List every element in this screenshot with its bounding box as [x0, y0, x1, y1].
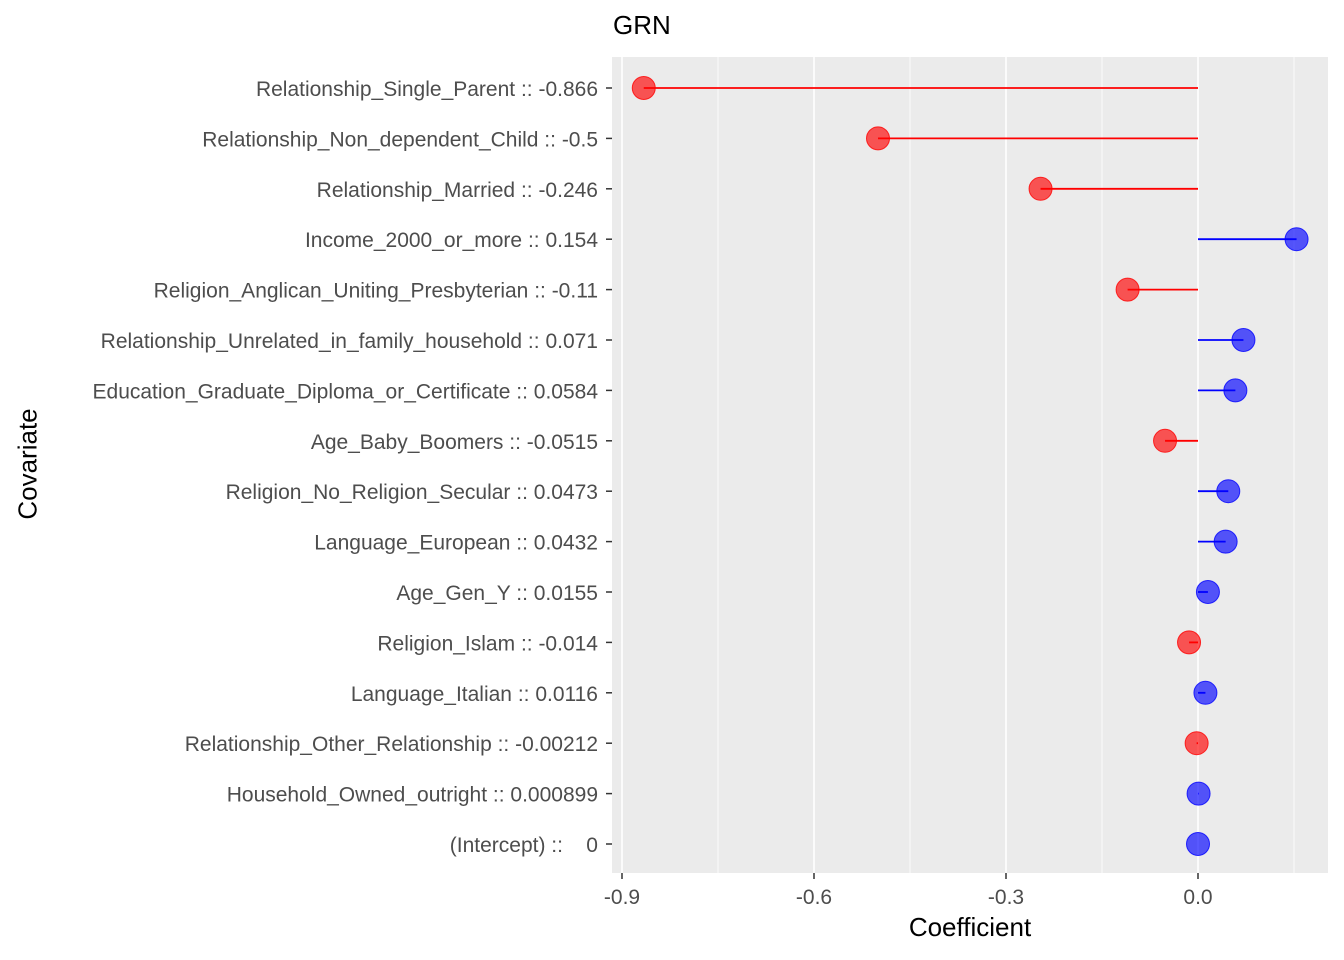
y-tick-label: Education_Graduate_Diploma_or_Certificat… [93, 380, 599, 403]
y-tick-label: Relationship_Other_Relationship :: -0.00… [185, 733, 598, 756]
y-tick-label: Relationship_Married :: -0.246 [317, 179, 598, 202]
y-tick-label: Relationship_Non_dependent_Child :: -0.5 [202, 128, 598, 151]
data-point [1115, 277, 1140, 302]
x-tick-label: -0.6 [796, 886, 832, 909]
x-tick-label: -0.9 [604, 886, 640, 909]
data-point [1195, 580, 1220, 604]
y-tick-label: Language_Italian :: 0.0116 [351, 683, 598, 706]
data-point [1184, 731, 1209, 756]
y-tick-label: Religion_No_Religion_Secular :: 0.0473 [226, 481, 598, 504]
y-tick-label: Religion_Anglican_Uniting_Presbyterian :… [154, 280, 598, 303]
y-tick-label: Income_2000_or_more :: 0.154 [305, 229, 598, 252]
data-point [1193, 680, 1218, 705]
data-point [1216, 479, 1241, 504]
data-point [866, 126, 890, 151]
y-tick-label: (Intercept) :: 0 [450, 834, 598, 857]
data-point [1213, 529, 1238, 554]
y-tick-label: Relationship_Single_Parent :: -0.866 [256, 78, 598, 101]
data-point [1028, 176, 1053, 201]
y-tick-label: Language_European :: 0.0432 [314, 532, 598, 555]
data-point [1186, 781, 1211, 806]
data-point [1186, 832, 1210, 856]
y-tick-label: Relationship_Unrelated_in_family_househo… [101, 330, 598, 353]
panel-background [612, 57, 1328, 873]
y-tick-label: Age_Baby_Boomers :: -0.0515 [311, 431, 598, 454]
data-point [1177, 630, 1202, 655]
data-point [1284, 227, 1309, 252]
data-point [1231, 328, 1256, 352]
y-tick-label: Household_Owned_outright :: 0.000899 [227, 784, 598, 807]
data-point [1153, 428, 1178, 453]
data-point [631, 76, 656, 100]
x-axis-label: Coefficient [908, 912, 1032, 942]
chart-title: GRN [613, 10, 671, 40]
y-tick-label: Age_Gen_Y :: 0.0155 [396, 582, 598, 605]
x-tick-label: 0.0 [1183, 886, 1212, 909]
x-tick-label: -0.3 [988, 886, 1024, 909]
data-point [1223, 378, 1248, 403]
y-tick-label: Religion_Islam :: -0.014 [377, 632, 598, 655]
